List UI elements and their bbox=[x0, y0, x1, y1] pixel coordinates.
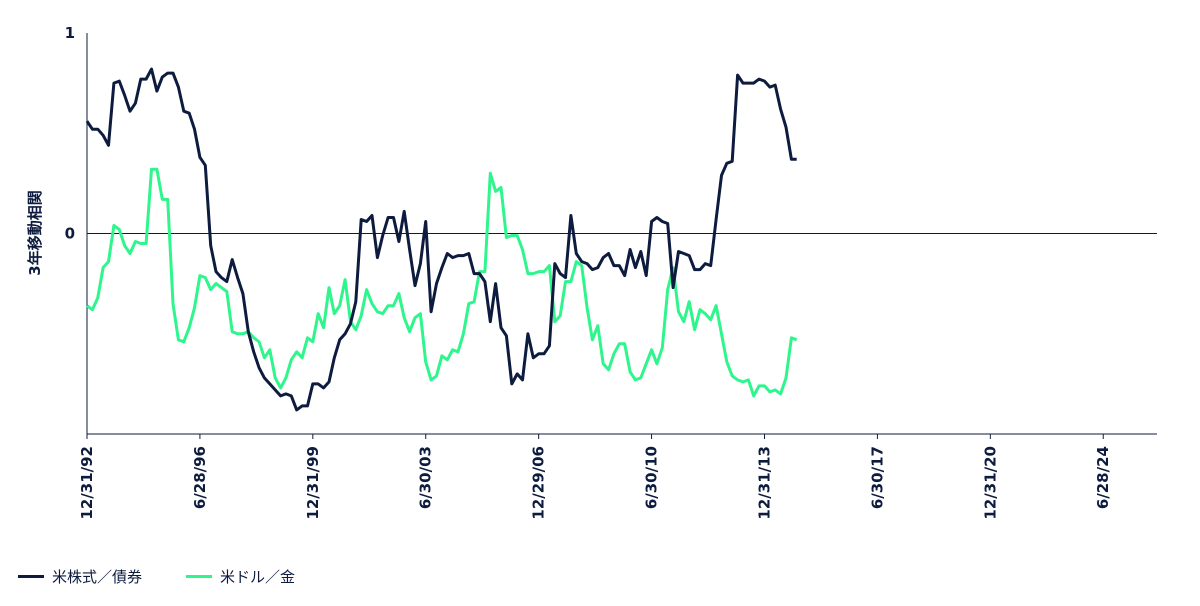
legend-item-stocks-bonds: 米株式／債券 bbox=[18, 566, 142, 587]
x-tick-label: 6/30/17 bbox=[868, 446, 886, 509]
legend: 米株式／債券 米ドル／金 bbox=[18, 566, 295, 587]
x-tick-label: 12/31/20 bbox=[981, 446, 999, 520]
legend-label: 米株式／債券 bbox=[52, 568, 143, 586]
legend-swatch bbox=[18, 575, 44, 578]
series-line bbox=[86, 167, 798, 398]
legend-item-dollar-gold: 米ドル／金 bbox=[186, 566, 295, 587]
chart-tick-labels: 1 0 12/31/92 6/28/96 12/31/99 6/30/03 12/29/06… bbox=[65, 24, 1113, 520]
x-tick-label: 12/31/99 bbox=[304, 446, 322, 520]
chart-series bbox=[85, 67, 798, 412]
y-tick-label: 0 bbox=[65, 225, 75, 243]
chart-axes bbox=[86, 33, 1157, 439]
x-tick-label: 12/31/13 bbox=[755, 446, 773, 520]
series-line bbox=[85, 67, 797, 412]
x-tick-label: 12/29/06 bbox=[530, 446, 548, 520]
y-axis-label: 3年移動相関 bbox=[26, 190, 44, 275]
y-tick-label: 1 bbox=[65, 24, 75, 42]
legend-swatch bbox=[186, 575, 213, 578]
x-tick-label: 12/31/92 bbox=[78, 446, 96, 520]
x-tick-label: 6/28/24 bbox=[1094, 446, 1112, 509]
x-tick-label: 6/28/96 bbox=[191, 446, 209, 509]
x-tick-label: 6/30/03 bbox=[417, 446, 435, 509]
x-tick-label: 6/30/10 bbox=[643, 446, 661, 509]
legend-label: 米ドル／金 bbox=[220, 568, 296, 586]
